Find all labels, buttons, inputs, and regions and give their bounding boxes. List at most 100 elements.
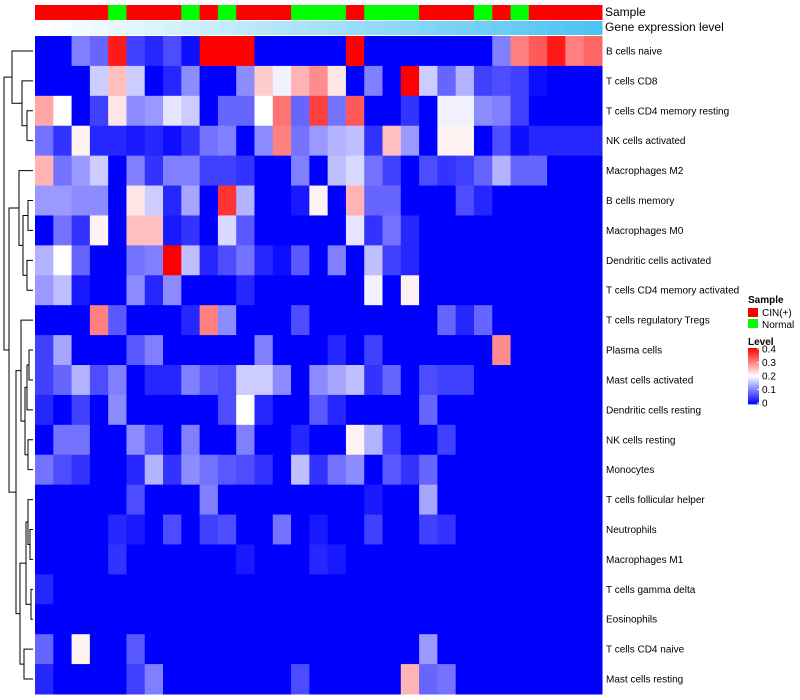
dendrogram-branch	[30, 588, 33, 620]
row-label: Eosinophils	[606, 615, 657, 626]
heatmap-cell	[400, 305, 420, 336]
heatmap-cell	[181, 275, 201, 306]
heatmap-cell	[437, 544, 457, 575]
heatmap-cell	[181, 634, 201, 665]
sample-annotation-cell	[181, 5, 201, 20]
heatmap-cell	[492, 215, 512, 246]
row-label: T cells CD4 memory resting	[606, 106, 729, 117]
heatmap-cell	[364, 544, 384, 575]
row-label: Dendritic cells resting	[606, 405, 701, 416]
colorbar-segment	[748, 366, 759, 368]
heatmap-cell	[163, 484, 182, 516]
heatmap-cell	[492, 275, 512, 306]
heatmap-cell	[126, 125, 146, 157]
heatmap-cell	[272, 125, 292, 157]
colorbar-segment	[748, 359, 759, 361]
sample-annotation-cell	[35, 5, 54, 20]
heatmap-cell	[437, 484, 457, 516]
heatmap-cell	[217, 65, 237, 97]
heatmap-cell	[71, 245, 91, 276]
heatmap-cell	[53, 634, 73, 665]
heatmap-cell	[437, 365, 457, 396]
heatmap-cell	[272, 95, 292, 127]
heatmap-cell	[565, 215, 585, 246]
row-label: NK cells resting	[606, 435, 675, 446]
heatmap-cell	[455, 664, 475, 695]
heatmap-cell	[144, 335, 164, 366]
heatmap-cell	[35, 484, 54, 516]
heatmap-cell	[437, 95, 457, 127]
heatmap-cell	[71, 275, 91, 306]
heatmap-cell	[473, 365, 493, 396]
heatmap-cell	[199, 664, 219, 695]
heatmap-cell	[455, 185, 475, 216]
heatmap-cell	[199, 95, 219, 127]
heatmap-cell	[199, 125, 219, 157]
expression-annotation-cell	[364, 21, 384, 35]
heatmap-cell	[163, 95, 182, 127]
heatmap-cell	[382, 484, 402, 516]
heatmap-cell	[89, 125, 109, 157]
heatmap-cell	[272, 634, 292, 665]
heatmap-cell	[163, 245, 182, 276]
heatmap-cell	[35, 215, 54, 246]
heatmap-cell	[565, 424, 585, 456]
heatmap-cell	[547, 454, 566, 486]
heatmap-cell	[400, 95, 420, 127]
heatmap-cell	[89, 604, 109, 635]
colorbar-segment	[748, 367, 759, 370]
heatmap-cell	[583, 275, 603, 306]
heatmap-cell	[419, 634, 438, 665]
heatmap-cell	[126, 484, 146, 516]
heatmap-cell	[382, 245, 402, 276]
heatmap-cell	[455, 155, 475, 187]
dendrogram-branch	[18, 170, 33, 246]
heatmap-cell	[565, 95, 585, 127]
heatmap-cell	[53, 245, 73, 276]
heatmap-cell	[327, 65, 347, 97]
heatmap-cell	[492, 305, 512, 336]
heatmap-cell	[35, 275, 54, 306]
heatmap-cell	[583, 514, 603, 545]
heatmap-cell	[400, 664, 420, 695]
heatmap-cell	[345, 245, 365, 276]
heatmap-cell	[473, 155, 493, 187]
heatmap-cell	[108, 544, 127, 575]
heatmap-cell	[272, 394, 292, 426]
heatmap-cell	[71, 514, 91, 545]
heatmap-cell	[89, 544, 109, 575]
heatmap-cell	[35, 185, 54, 216]
heatmap-cell	[108, 514, 127, 545]
heatmap-cell	[291, 215, 310, 246]
colorbar-segment	[748, 364, 759, 367]
heatmap-cell	[400, 634, 420, 665]
expression-annotation-cell	[455, 21, 475, 35]
heatmap-cell	[437, 454, 457, 486]
legend: Sample CIN(+) Normal Level 0.4 0.3 0.2 0.1 0	[748, 295, 794, 410]
heatmap-cell	[89, 275, 109, 306]
heatmap-cell	[236, 365, 255, 396]
heatmap-cell	[565, 185, 585, 216]
heatmap-cell	[236, 454, 255, 486]
heatmap-cell	[455, 305, 475, 336]
heatmap-cell	[473, 484, 493, 516]
heatmap-cell	[181, 155, 201, 187]
heatmap-cell	[71, 634, 91, 665]
heatmap-cell	[236, 484, 255, 516]
heatmap-cell	[528, 305, 548, 336]
heatmap-cell	[181, 454, 201, 486]
heatmap-cell	[382, 65, 402, 97]
expression-annotation-cell	[437, 21, 457, 35]
heatmap-cell	[437, 634, 457, 665]
heatmap-cell	[382, 664, 402, 695]
heatmap-cell	[144, 424, 164, 456]
colorbar-segment	[748, 397, 759, 399]
heatmap-cell	[382, 604, 402, 635]
heatmap-cell	[89, 514, 109, 545]
heatmap-cell	[144, 574, 164, 605]
heatmap-cell	[126, 305, 146, 336]
heatmap-cell	[126, 664, 146, 695]
heatmap-cell	[492, 664, 512, 695]
heatmap-cell	[144, 514, 164, 545]
legend-sample-swatch-cin	[748, 308, 758, 317]
